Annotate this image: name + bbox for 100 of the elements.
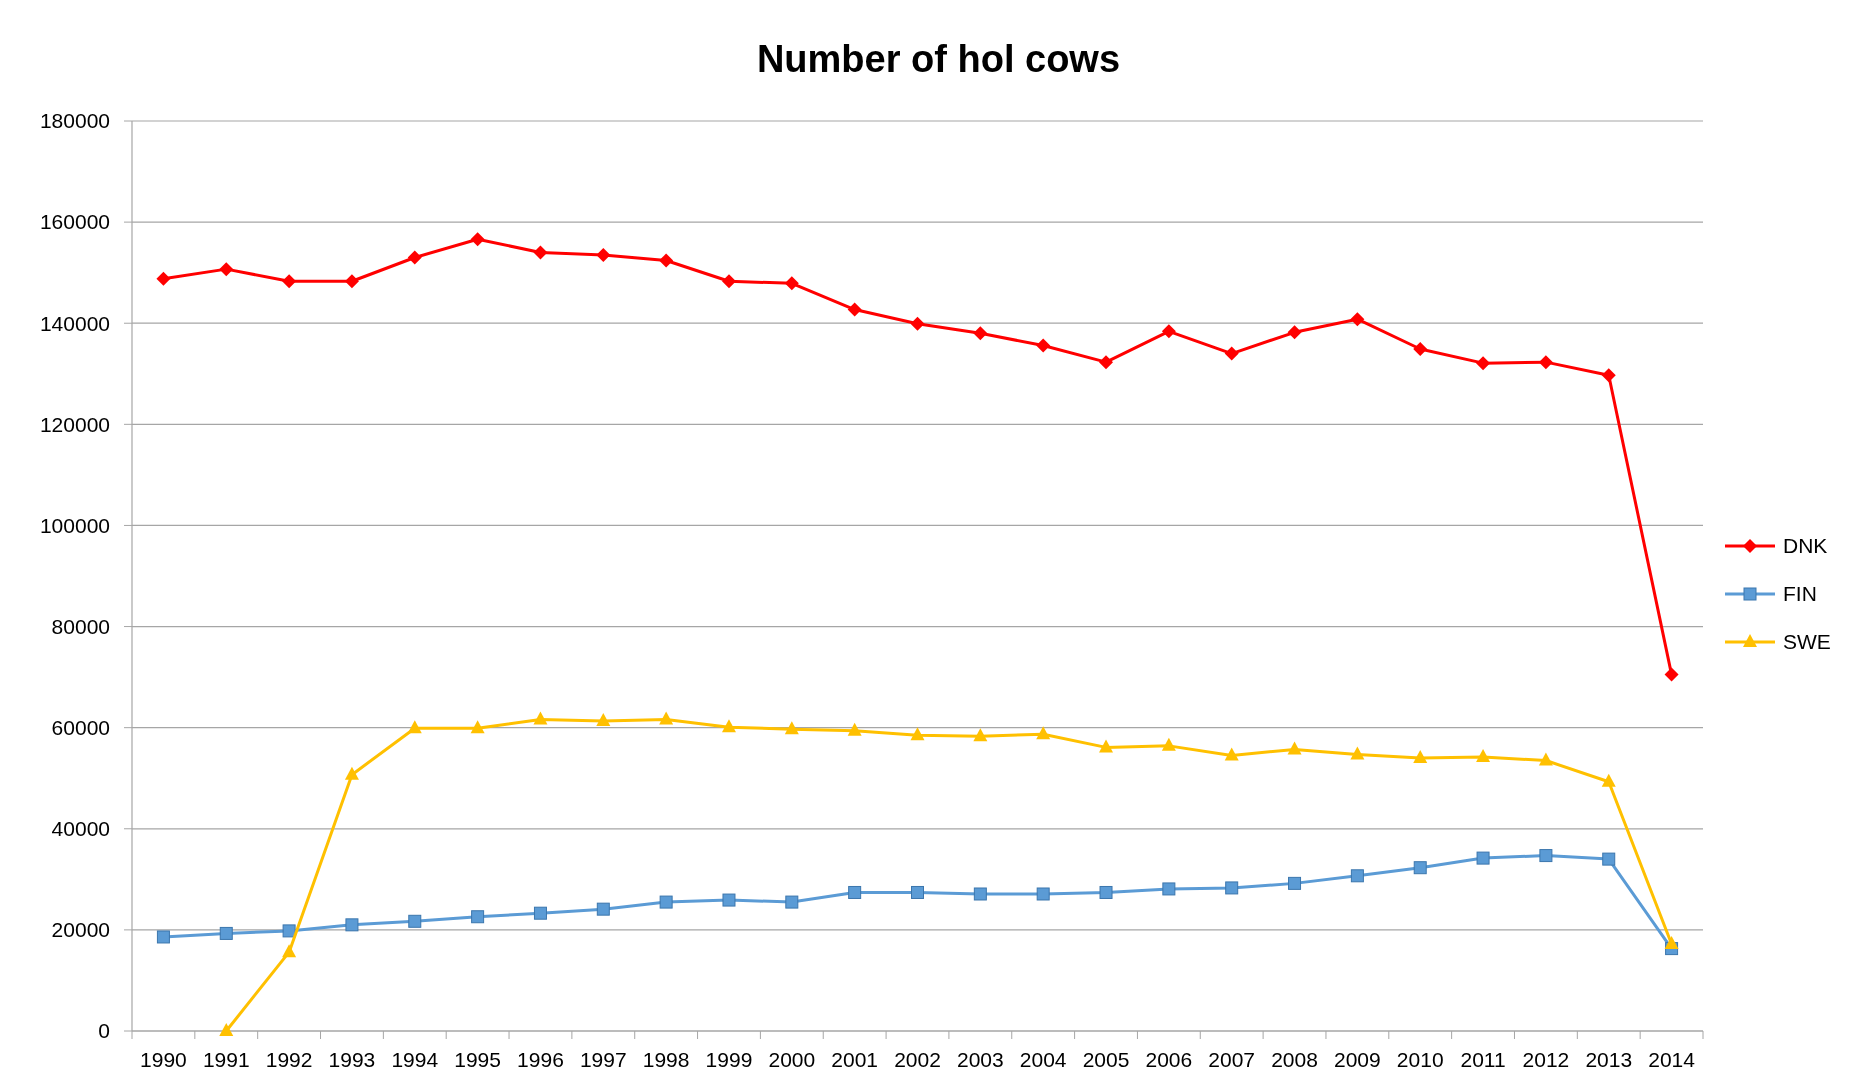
point: [470, 232, 485, 247]
y-tick-label: 120000: [39, 412, 110, 436]
y-tick-label: 140000: [39, 311, 110, 335]
y-tick-label: 100000: [39, 513, 110, 537]
point: [1161, 737, 1176, 751]
legend-label: DNK: [1783, 534, 1828, 558]
x-tick-label: 1995: [454, 1048, 501, 1071]
point: [1288, 876, 1302, 890]
point: [596, 902, 610, 916]
point: [533, 906, 547, 920]
x-tick-label: 2005: [1082, 1048, 1130, 1071]
x-tick-label: 2000: [768, 1048, 816, 1071]
point: [1162, 882, 1176, 896]
x-tick-label: 1994: [391, 1048, 439, 1071]
x-tick-label: 2014: [1648, 1048, 1696, 1071]
point: [408, 914, 422, 928]
point: [1350, 312, 1365, 327]
y-tick-label: 80000: [51, 614, 110, 638]
point: [1601, 368, 1616, 383]
y-tick-label: 180000: [39, 109, 110, 133]
x-tick-label: 2003: [956, 1048, 1004, 1071]
point: [1539, 849, 1553, 863]
point: [1099, 885, 1113, 899]
point: [533, 245, 548, 260]
x-tick-label: 2004: [1019, 1048, 1067, 1071]
point: [282, 274, 297, 289]
point: [659, 253, 674, 268]
x-tick-label: 2008: [1271, 1048, 1318, 1071]
point: [1224, 747, 1239, 761]
point: [407, 250, 422, 265]
point: [659, 711, 674, 725]
x-tick-label: 2012: [1522, 1048, 1570, 1071]
x-tick-label: 2011: [1460, 1048, 1506, 1071]
chart-title: Number of hol cows: [756, 38, 1121, 80]
point: [785, 895, 799, 909]
point: [1664, 936, 1679, 950]
point: [911, 885, 924, 899]
point: [784, 276, 799, 291]
point: [344, 766, 359, 780]
point: [721, 274, 736, 289]
point: [1350, 746, 1365, 760]
point: [1099, 355, 1114, 370]
point: [1664, 667, 1679, 682]
x-tick-label: 2007: [1208, 1048, 1256, 1071]
point: [847, 722, 862, 736]
point: [1036, 887, 1050, 901]
point: [219, 926, 233, 940]
point: [1161, 324, 1176, 339]
point: [1099, 739, 1114, 753]
point: [282, 944, 297, 958]
point: [1476, 356, 1491, 371]
point: [1413, 861, 1427, 875]
point: [659, 895, 673, 909]
y-tick-label: 160000: [39, 210, 110, 234]
y-tick-label: 60000: [51, 716, 110, 740]
point: [471, 910, 485, 924]
point: [1287, 741, 1302, 755]
point: [1413, 342, 1428, 357]
point: [1350, 869, 1364, 883]
point: [407, 720, 422, 734]
point: [219, 1023, 234, 1036]
point: [1601, 773, 1616, 787]
point: [848, 885, 862, 899]
x-tick-label: 1998: [642, 1048, 690, 1071]
point: [721, 719, 736, 733]
x-tick-label: 1992: [265, 1048, 313, 1071]
x-tick-label: 1997: [579, 1048, 627, 1071]
point: [156, 930, 170, 944]
point: [156, 271, 171, 286]
point: [1538, 752, 1553, 766]
point: [219, 262, 234, 277]
x-tick-label: 1993: [328, 1048, 376, 1071]
point: [784, 721, 799, 735]
x-tick-label: 2002: [894, 1048, 941, 1071]
point: [470, 720, 485, 734]
legend-label: FIN: [1783, 582, 1817, 606]
x-tick-label: 1999: [705, 1048, 753, 1071]
point: [1036, 726, 1051, 740]
point: [1287, 325, 1302, 340]
point: [345, 918, 359, 932]
point: [973, 728, 988, 742]
x-tick-label: 2013: [1585, 1048, 1633, 1071]
point: [1476, 748, 1491, 762]
point: [1602, 852, 1616, 866]
point: [973, 326, 988, 341]
point: [973, 887, 987, 901]
x-tick-label: 2006: [1145, 1048, 1193, 1071]
point: [1036, 338, 1051, 353]
x-tick-label: 1996: [517, 1048, 564, 1071]
point: [533, 711, 548, 725]
point: [1538, 355, 1553, 370]
point: [344, 274, 359, 289]
x-tick-label: 1991: [202, 1048, 250, 1071]
y-tick-label: 20000: [51, 918, 110, 942]
point: [1224, 346, 1239, 361]
x-tick-label: 1990: [140, 1048, 187, 1071]
point: [1476, 851, 1490, 865]
x-tick-label: 2001: [831, 1048, 879, 1071]
y-tick-label: 0: [98, 1019, 110, 1043]
point: [847, 302, 862, 317]
